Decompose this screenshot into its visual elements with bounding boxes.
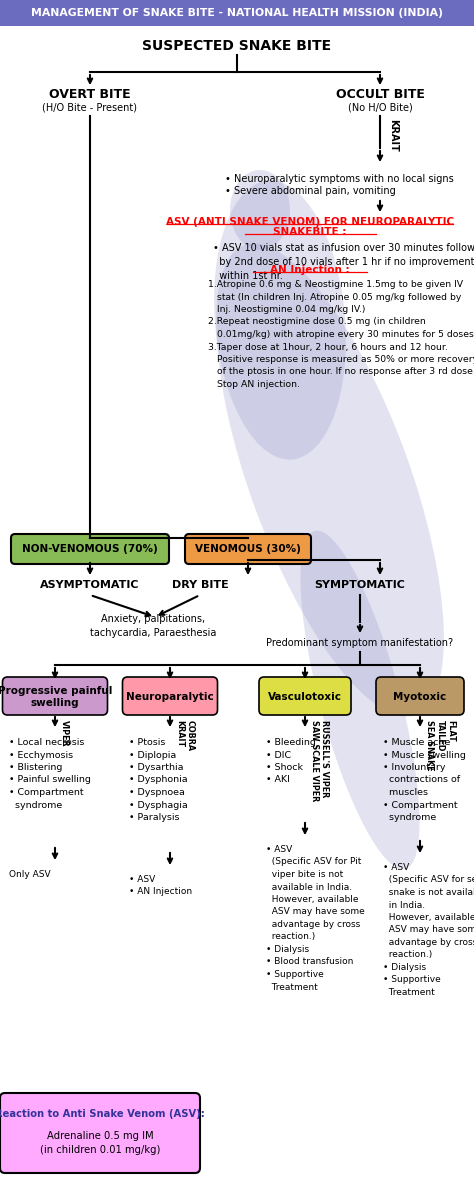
FancyBboxPatch shape [2, 677, 108, 715]
Text: AN Injection :: AN Injection : [270, 265, 350, 275]
Text: • Local necrosis
• Ecchymosis
• Blistering
• Painful swelling
• Compartment
  sy: • Local necrosis • Ecchymosis • Blisteri… [9, 738, 91, 809]
Text: Only ASV: Only ASV [9, 870, 51, 879]
Text: Anxiety, palpitations,
tachycardia, Paraesthesia: Anxiety, palpitations, tachycardia, Para… [90, 614, 216, 638]
Text: (H/O Bite - Present): (H/O Bite - Present) [43, 103, 137, 113]
Text: Reaction to Anti Snake Venom (ASV):: Reaction to Anti Snake Venom (ASV): [0, 1109, 205, 1119]
Text: OVERT BITE: OVERT BITE [49, 89, 131, 102]
Text: SNAKEBITE :: SNAKEBITE : [273, 228, 346, 237]
Text: KRAIT: KRAIT [388, 118, 398, 152]
Text: (No H/O Bite): (No H/O Bite) [347, 103, 412, 113]
Text: Predominant symptom manifestation?: Predominant symptom manifestation? [266, 638, 454, 648]
FancyBboxPatch shape [185, 534, 311, 564]
FancyBboxPatch shape [0, 0, 474, 26]
Text: NON-VENOMOUS (70%): NON-VENOMOUS (70%) [22, 544, 158, 555]
Text: 1.​Atropine 0.6 mg & Neostigmine 1.5mg to be given IV
   stat (In children Inj. : 1.​Atropine 0.6 mg & Neostigmine 1.5mg t… [208, 280, 474, 389]
Ellipse shape [214, 180, 346, 460]
FancyBboxPatch shape [0, 1093, 200, 1173]
Text: VENOMOUS (30%): VENOMOUS (30%) [195, 544, 301, 555]
Text: Vasculotoxic: Vasculotoxic [268, 692, 342, 702]
Text: Progressive painful
swelling: Progressive painful swelling [0, 686, 112, 709]
Text: VIPER: VIPER [60, 720, 69, 747]
Text: FLAT
TAILED
SEA SNAKE: FLAT TAILED SEA SNAKE [425, 720, 455, 770]
Text: • ASV
  (Specific ASV for sea
  snake is not available
  in India.
  However, av: • ASV (Specific ASV for sea snake is not… [383, 863, 474, 997]
Ellipse shape [216, 243, 444, 717]
Text: • Bleeding
• DIC
• Shock
• AKI: • Bleeding • DIC • Shock • AKI [266, 738, 316, 784]
Text: • Muscle ache
• Muscle swelling
• Involuntary
  contractions of
  muscles
• Comp: • Muscle ache • Muscle swelling • Involu… [383, 738, 466, 822]
Text: • ASV
  (Specific ASV for Pit
  viper bite is not
  available in India.
  Howeve: • ASV (Specific ASV for Pit viper bite i… [266, 845, 365, 992]
Text: OCCULT BITE: OCCULT BITE [336, 89, 424, 102]
Text: RUSSELL'S VIPER
SAW SCALE VIPER: RUSSELL'S VIPER SAW SCALE VIPER [310, 720, 329, 801]
Text: • Severe abdominal pain, vomiting: • Severe abdominal pain, vomiting [225, 186, 396, 196]
Text: MANAGEMENT OF SNAKE BITE - NATIONAL HEALTH MISSION (INDIA): MANAGEMENT OF SNAKE BITE - NATIONAL HEAL… [31, 8, 443, 18]
Text: Adrenaline 0.5 mg IM
(in children 0.01 mg/kg): Adrenaline 0.5 mg IM (in children 0.01 m… [40, 1130, 160, 1155]
Text: Neuroparalytic: Neuroparalytic [126, 692, 214, 702]
Text: DRY BITE: DRY BITE [172, 579, 228, 590]
Text: SYMPTOMATIC: SYMPTOMATIC [315, 579, 405, 590]
Ellipse shape [230, 169, 290, 250]
Text: ASV (ANTI SNAKE VENOM) FOR NEUROPARALYTIC: ASV (ANTI SNAKE VENOM) FOR NEUROPARALYTI… [166, 217, 454, 228]
FancyBboxPatch shape [259, 677, 351, 715]
Text: • Ptosis
• Diplopia
• Dysarthia
• Dysphonia
• Dyspnoea
• Dysphagia
• Paralysis: • Ptosis • Diplopia • Dysarthia • Dyspho… [129, 738, 188, 822]
FancyBboxPatch shape [11, 534, 169, 564]
FancyBboxPatch shape [376, 677, 464, 715]
FancyBboxPatch shape [122, 677, 218, 715]
Text: SUSPECTED SNAKE BITE: SUSPECTED SNAKE BITE [143, 39, 331, 53]
Text: • Neuroparalytic symptoms with no local signs: • Neuroparalytic symptoms with no local … [225, 174, 454, 184]
Text: COBRA
KRAIT: COBRA KRAIT [175, 720, 194, 751]
Text: • ASV
• AN Injection: • ASV • AN Injection [129, 875, 192, 897]
Ellipse shape [301, 531, 419, 870]
Text: Myotoxic: Myotoxic [393, 692, 447, 702]
Text: • ASV 10 vials stat as infusion over 30 minutes followed
  by 2nd dose of 10 via: • ASV 10 vials stat as infusion over 30 … [213, 243, 474, 281]
Text: ASYMPTOMATIC: ASYMPTOMATIC [40, 579, 140, 590]
